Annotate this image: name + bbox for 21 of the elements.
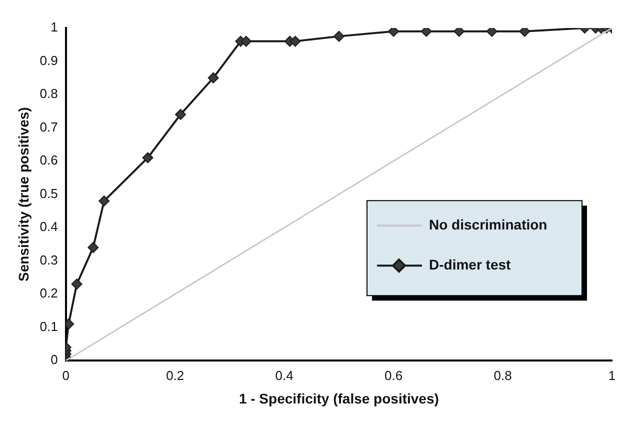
y-tick-label: 0	[50, 352, 58, 368]
x-tick-label: 1	[608, 368, 616, 383]
x-tick-label: 0.2	[166, 368, 184, 383]
y-tick-label: 0.7	[40, 119, 58, 134]
x-tick-label: 0.8	[494, 368, 512, 383]
y-tick-label: 0.6	[40, 152, 58, 168]
y-tick-label: 0.1	[40, 318, 58, 334]
y-tick-label: 0.2	[40, 286, 58, 301]
y-tick-label: 1	[50, 20, 58, 35]
x-axis-title: 1 - Specificity (false positives)	[238, 390, 439, 406]
legend-label: D-dimer test	[429, 256, 512, 272]
y-tick-label: 0.9	[40, 52, 58, 68]
x-tick-label: 0.4	[275, 368, 294, 383]
y-tick-label: 0.8	[40, 86, 58, 102]
x-tick-label: 0	[62, 368, 70, 383]
x-tick-label: 0.6	[384, 368, 403, 383]
y-tick-label: 0.4	[40, 219, 58, 234]
y-tick-label: 0.5	[40, 186, 58, 201]
y-tick-label: 0.3	[40, 252, 58, 268]
y-axis-title: Sensitivity (true positives)	[15, 107, 32, 282]
legend-label: No discrimination	[429, 216, 548, 232]
